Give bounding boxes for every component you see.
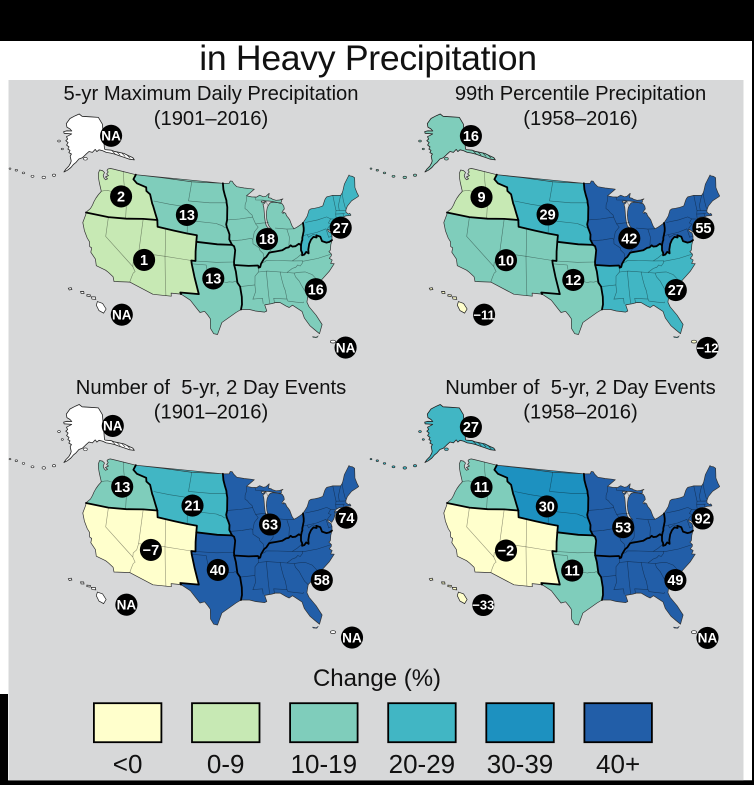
svg-text:1: 1 — [140, 253, 148, 269]
svg-text:42: 42 — [621, 231, 637, 247]
svg-text:40+: 40+ — [596, 749, 640, 779]
svg-text:13: 13 — [205, 272, 221, 288]
svg-text:55: 55 — [695, 221, 711, 237]
svg-text:10-19: 10-19 — [291, 749, 358, 779]
svg-text:−7: −7 — [143, 543, 160, 559]
svg-text:in Heavy Precipitation: in Heavy Precipitation — [199, 38, 537, 78]
svg-text:16: 16 — [463, 129, 479, 145]
svg-text:13: 13 — [114, 480, 130, 496]
svg-text:10: 10 — [498, 253, 514, 269]
svg-text:29: 29 — [540, 208, 556, 224]
svg-text:−33: −33 — [472, 598, 494, 613]
svg-text:58: 58 — [314, 573, 330, 589]
svg-text:16: 16 — [308, 282, 324, 298]
svg-text:Number of 5-yr, 2 Day Events: Number of 5-yr, 2 Day Events — [76, 377, 346, 399]
svg-text:(1958–2016): (1958–2016) — [523, 402, 638, 424]
svg-text:20-29: 20-29 — [389, 749, 456, 779]
svg-text:NA: NA — [101, 129, 121, 144]
svg-text:18: 18 — [259, 232, 275, 248]
svg-text:−11: −11 — [473, 307, 494, 322]
svg-text:5-yr Maximum Daily Precipitati: 5-yr Maximum Daily Precipitation — [63, 83, 358, 105]
svg-text:49: 49 — [667, 573, 683, 589]
svg-text:30-39: 30-39 — [487, 749, 554, 779]
svg-text:Change (%): Change (%) — [313, 665, 441, 692]
svg-text:(1901–2016): (1901–2016) — [154, 402, 269, 424]
svg-text:NA: NA — [336, 340, 356, 355]
svg-text:27: 27 — [463, 420, 479, 436]
svg-text:13: 13 — [179, 208, 195, 224]
svg-text:NA: NA — [112, 308, 132, 323]
svg-text:40: 40 — [210, 563, 226, 579]
svg-text:27: 27 — [333, 221, 349, 237]
svg-text:−12: −12 — [696, 341, 718, 356]
svg-text:Number of 5-yr, 2 Day Events: Number of 5-yr, 2 Day Events — [445, 377, 715, 399]
svg-text:NA: NA — [698, 631, 718, 646]
svg-text:NA: NA — [117, 598, 137, 613]
svg-text:63: 63 — [262, 518, 278, 534]
svg-text:NA: NA — [342, 630, 362, 645]
svg-text:30: 30 — [539, 500, 555, 516]
svg-text:99th Percentile Precipitation: 99th Percentile Precipitation — [455, 83, 706, 105]
svg-text:11: 11 — [474, 480, 489, 496]
svg-text:92: 92 — [695, 512, 711, 528]
svg-text:11: 11 — [565, 564, 580, 580]
svg-text:12: 12 — [565, 273, 581, 289]
svg-text:(1901–2016): (1901–2016) — [154, 108, 269, 130]
svg-text:NA: NA — [103, 419, 123, 434]
svg-text:27: 27 — [668, 283, 684, 299]
svg-text:<0: <0 — [113, 749, 143, 779]
svg-text:−2: −2 — [498, 544, 515, 560]
svg-text:2: 2 — [117, 190, 125, 206]
svg-text:74: 74 — [338, 511, 354, 527]
svg-text:9: 9 — [477, 190, 485, 206]
svg-text:53: 53 — [615, 520, 631, 536]
svg-text:(1958–2016): (1958–2016) — [523, 108, 638, 130]
svg-text:21: 21 — [184, 499, 200, 515]
svg-text:0-9: 0-9 — [207, 749, 245, 779]
